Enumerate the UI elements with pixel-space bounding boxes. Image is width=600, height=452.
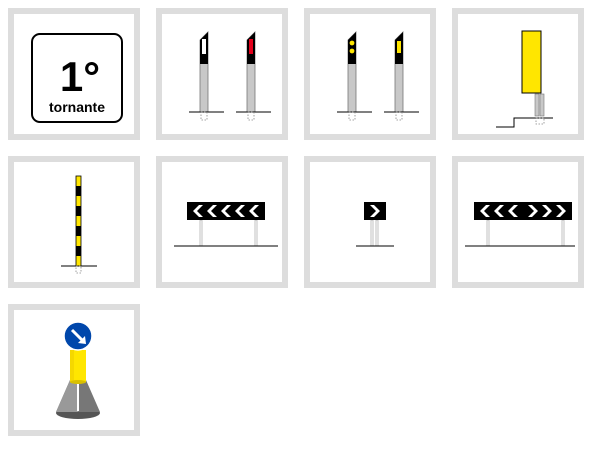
tile-keep-right-bollard[interactable]: [8, 304, 140, 436]
chevron-left-icon: [162, 162, 282, 282]
tile-yellow-panel-marker[interactable]: [452, 8, 584, 140]
striped-pole-icon: [14, 162, 134, 282]
tile-chevron-board-double[interactable]: [452, 156, 584, 288]
tile-chevron-board-left[interactable]: [156, 156, 288, 288]
tile-hairpin-sign[interactable]: 1° tornante: [8, 8, 140, 140]
hairpin-sign-icon: 1° tornante: [14, 14, 134, 134]
chevron-double-icon: [458, 162, 578, 282]
hairpin-sign-word: tornante: [49, 99, 105, 115]
yellow-panel-icon: [458, 14, 578, 134]
yellow-delineator-posts-icon: [310, 14, 430, 134]
hairpin-sign-number: 1°: [60, 53, 100, 100]
tile-striped-pole[interactable]: [8, 156, 140, 288]
tile-delineator-posts-white-red[interactable]: [156, 8, 288, 140]
chevron-right-icon: [310, 162, 430, 282]
tile-single-chevron-right[interactable]: [304, 156, 436, 288]
tile-delineator-posts-yellow[interactable]: [304, 8, 436, 140]
keep-right-bollard-icon: [14, 310, 134, 430]
delineator-posts-icon: [162, 14, 282, 134]
